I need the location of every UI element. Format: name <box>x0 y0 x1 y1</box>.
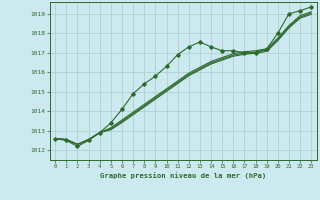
X-axis label: Graphe pression niveau de la mer (hPa): Graphe pression niveau de la mer (hPa) <box>100 172 266 179</box>
